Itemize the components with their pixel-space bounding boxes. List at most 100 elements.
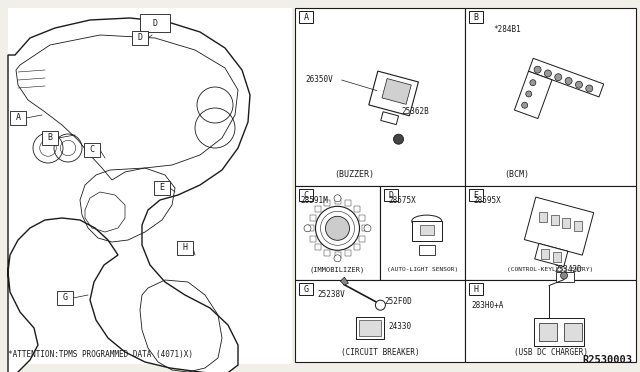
Circle shape bbox=[334, 255, 341, 262]
Circle shape bbox=[326, 216, 349, 240]
Polygon shape bbox=[535, 244, 568, 267]
Text: E: E bbox=[159, 183, 164, 192]
Bar bbox=[469, 283, 483, 295]
Bar bbox=[360, 235, 365, 242]
Ellipse shape bbox=[412, 215, 442, 227]
Text: (CIRCUIT BREAKER): (CIRCUIT BREAKER) bbox=[340, 347, 419, 356]
Polygon shape bbox=[369, 71, 419, 116]
Bar bbox=[132, 31, 148, 45]
Circle shape bbox=[334, 195, 341, 202]
Text: R2530003: R2530003 bbox=[582, 355, 632, 365]
Bar bbox=[412, 221, 442, 241]
Bar bbox=[564, 323, 582, 340]
Circle shape bbox=[555, 74, 562, 81]
Bar bbox=[345, 201, 351, 206]
Bar bbox=[562, 218, 570, 228]
Bar bbox=[469, 189, 483, 201]
Circle shape bbox=[534, 66, 541, 73]
Bar bbox=[356, 317, 385, 339]
Bar bbox=[539, 323, 557, 340]
Bar bbox=[360, 320, 381, 336]
Circle shape bbox=[316, 206, 360, 250]
Text: 28575X: 28575X bbox=[388, 196, 416, 205]
Circle shape bbox=[364, 225, 371, 232]
Bar bbox=[420, 225, 434, 235]
Bar bbox=[295, 186, 380, 280]
Circle shape bbox=[376, 300, 385, 310]
Bar bbox=[310, 215, 316, 221]
Text: 25362B: 25362B bbox=[402, 107, 429, 116]
Text: C: C bbox=[90, 145, 95, 154]
Bar bbox=[465, 186, 636, 280]
Text: 26350V: 26350V bbox=[305, 75, 333, 84]
Bar bbox=[335, 198, 340, 204]
Circle shape bbox=[522, 102, 527, 108]
Bar bbox=[295, 8, 465, 186]
Circle shape bbox=[526, 91, 532, 97]
Polygon shape bbox=[8, 18, 250, 372]
Bar bbox=[573, 221, 582, 231]
Text: G: G bbox=[63, 294, 67, 302]
Bar bbox=[324, 250, 330, 256]
Bar bbox=[154, 181, 170, 195]
Text: A: A bbox=[303, 13, 308, 22]
Bar bbox=[362, 225, 367, 231]
Text: *ATTENTION:TPMS PROGRAMMED DATA (4071)X): *ATTENTION:TPMS PROGRAMMED DATA (4071)X) bbox=[8, 350, 193, 359]
Circle shape bbox=[586, 85, 593, 92]
Bar bbox=[316, 244, 321, 250]
Text: (IMMOBILIZER): (IMMOBILIZER) bbox=[310, 267, 365, 273]
Bar bbox=[556, 272, 574, 282]
Bar bbox=[8, 8, 292, 364]
Circle shape bbox=[561, 272, 568, 279]
Polygon shape bbox=[529, 58, 604, 97]
Bar bbox=[380, 186, 465, 280]
Text: B: B bbox=[474, 13, 479, 22]
Bar bbox=[299, 189, 313, 201]
Bar bbox=[360, 215, 365, 221]
Text: 252F0D: 252F0D bbox=[385, 296, 412, 306]
Bar bbox=[140, 14, 170, 32]
Bar bbox=[465, 8, 636, 186]
Bar bbox=[299, 283, 313, 295]
Text: 24330: 24330 bbox=[388, 322, 412, 331]
Bar bbox=[324, 201, 330, 206]
Bar bbox=[316, 206, 321, 212]
Text: H: H bbox=[474, 285, 479, 294]
Bar bbox=[353, 206, 360, 212]
Circle shape bbox=[394, 134, 404, 144]
Bar bbox=[299, 11, 313, 23]
Bar bbox=[295, 280, 465, 362]
Circle shape bbox=[530, 80, 536, 86]
Circle shape bbox=[304, 225, 311, 232]
Text: D: D bbox=[138, 33, 143, 42]
Bar bbox=[310, 235, 316, 242]
Bar bbox=[57, 291, 73, 305]
Circle shape bbox=[565, 77, 572, 84]
Bar bbox=[42, 131, 58, 145]
Circle shape bbox=[545, 70, 552, 77]
Bar bbox=[384, 189, 398, 201]
Text: G: G bbox=[303, 285, 308, 294]
Text: *284B1: *284B1 bbox=[493, 25, 521, 34]
Text: 28591M: 28591M bbox=[300, 196, 328, 205]
Bar bbox=[541, 248, 550, 259]
Text: (CONTROL-KEYLESS ENTRY): (CONTROL-KEYLESS ENTRY) bbox=[508, 267, 594, 273]
Text: A: A bbox=[15, 113, 20, 122]
Text: 25238V: 25238V bbox=[317, 290, 345, 299]
Bar bbox=[345, 250, 351, 256]
Bar bbox=[353, 244, 360, 250]
Bar bbox=[553, 251, 561, 262]
Text: 25342D: 25342D bbox=[554, 265, 582, 274]
Bar bbox=[534, 318, 584, 346]
Bar bbox=[469, 11, 483, 23]
Bar bbox=[465, 280, 636, 362]
Bar bbox=[10, 111, 26, 125]
Text: D: D bbox=[152, 19, 157, 28]
Polygon shape bbox=[340, 277, 348, 285]
Polygon shape bbox=[381, 112, 399, 125]
Bar bbox=[84, 143, 100, 157]
Circle shape bbox=[321, 211, 355, 245]
Text: (AUTO-LIGHT SENSOR): (AUTO-LIGHT SENSOR) bbox=[387, 267, 458, 273]
Bar bbox=[177, 241, 193, 255]
Text: 283H0+A: 283H0+A bbox=[471, 301, 504, 310]
